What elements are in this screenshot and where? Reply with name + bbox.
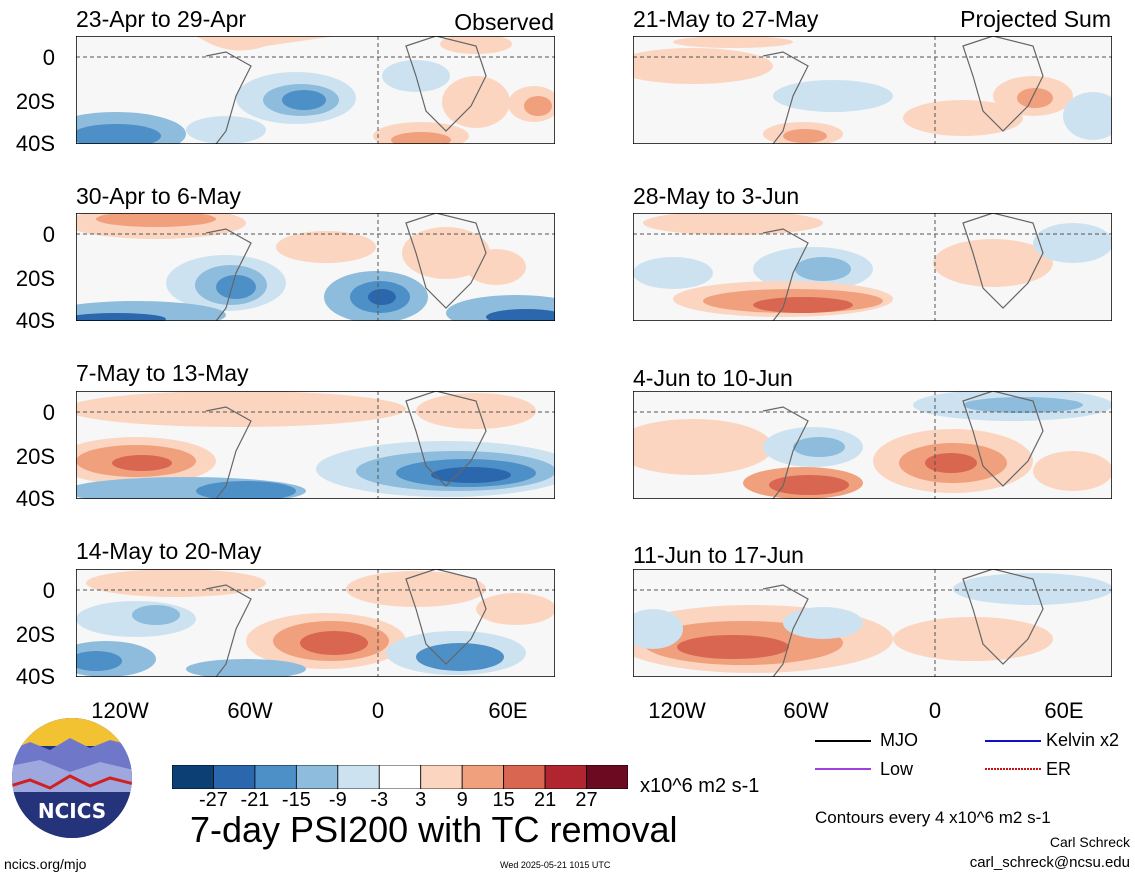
- x-label-60e-left: 60E: [488, 698, 528, 723]
- author-name: Carl Schreck: [1049, 834, 1130, 850]
- legend-line-er: [985, 768, 1041, 770]
- colorbar-swatch: [378, 765, 422, 789]
- legend-label-er: ER: [1046, 759, 1072, 779]
- colorbar-swatch: [213, 765, 256, 789]
- legend-label-low: Low: [880, 759, 914, 779]
- contour-note: Contours every 4 x10^6 m2 s-1: [815, 808, 1051, 827]
- y-label-40s-p3: 40S: [15, 486, 55, 511]
- colorbar-swatch: [337, 765, 380, 789]
- y-label-0-p1: 0: [42, 45, 55, 70]
- panel-title-8: 11-Jun to 17-Jun: [633, 542, 804, 568]
- colorbar-level-label: -15: [281, 789, 311, 811]
- x-label-60w-right: 60W: [783, 698, 829, 723]
- x-label-60e-right: 60E: [1044, 698, 1084, 723]
- y-label-20s-p2: 20S: [15, 266, 55, 291]
- ncics-logo: NCICS: [12, 718, 132, 838]
- colorbar-swatch: [544, 765, 587, 789]
- map-panel-5: [633, 36, 1112, 144]
- map-panel-1: [76, 36, 555, 144]
- legend-label-kelvin: Kelvin x2: [1046, 730, 1120, 750]
- colorbar-units: x10^6 m2 s-1: [640, 775, 760, 797]
- colorbar-swatch: [420, 765, 463, 789]
- legend-line-kelvin: [985, 740, 1041, 742]
- panel-title-7: 4-Jun to 10-Jun: [633, 365, 793, 391]
- y-label-40s-p2: 40S: [15, 308, 55, 333]
- x-label-120w-right: 120W: [648, 698, 706, 723]
- panel-title-5: 21-May to 27-May: [633, 6, 819, 32]
- panel-tag-projected: Projected Sum: [960, 6, 1111, 32]
- y-label-40s-p1: 40S: [15, 131, 55, 156]
- colorbar-level-label: -9: [328, 789, 347, 811]
- figure-title: 7-day PSI200 with TC removal: [190, 809, 678, 850]
- colorbar-level-label: 15: [492, 789, 515, 811]
- panel-title-2: 30-Apr to 6-May: [76, 183, 241, 209]
- panel-tag-observed: Observed: [454, 9, 554, 35]
- site-url: ncics.org/mjo: [4, 856, 87, 872]
- legend-line-low: [815, 768, 871, 770]
- colorbar-level-label: 27: [575, 789, 598, 811]
- map-panel-4: [76, 569, 555, 677]
- colorbar-swatch: [295, 765, 339, 789]
- legend-line-mjo: [815, 740, 871, 742]
- panel-title-4: 14-May to 20-May: [76, 538, 262, 564]
- y-label-0-p3: 0: [42, 400, 55, 425]
- colorbar-swatch: [586, 765, 628, 789]
- map-panel-3: [76, 391, 555, 499]
- map-panel-2: [76, 213, 555, 321]
- colorbar-level-label: 3: [415, 789, 427, 811]
- x-label-0-left: 0: [371, 698, 385, 723]
- panel-title-1: 23-Apr to 29-Apr: [76, 6, 247, 32]
- author-email: carl_schreck@ncsu.edu: [969, 854, 1130, 871]
- legend-label-mjo: MJO: [880, 730, 918, 750]
- x-label-60w-left: 60W: [227, 698, 273, 723]
- timestamp: Wed 2025-05-21 1015 UTC: [500, 860, 611, 870]
- colorbar-level-label: -21: [240, 789, 270, 811]
- panel-title-3: 7-May to 13-May: [76, 360, 249, 386]
- y-label-20s-p4: 20S: [15, 622, 55, 647]
- map-panel-7: [633, 391, 1112, 499]
- panel-title-6: 28-May to 3-Jun: [633, 183, 800, 209]
- map-panel-6: [633, 213, 1112, 321]
- y-label-20s-p1: 20S: [15, 89, 55, 114]
- logo-text: NCICS: [38, 799, 106, 823]
- colorbar-swatch: [503, 765, 546, 789]
- colorbar: [172, 765, 628, 789]
- x-label-0-right: 0: [928, 698, 942, 723]
- colorbar-swatch: [172, 765, 214, 789]
- x-label-120w-left: 120W: [91, 698, 149, 723]
- y-label-40s-p4: 40S: [15, 664, 55, 689]
- y-label-0-p4: 0: [42, 578, 55, 603]
- colorbar-level-label: 9: [456, 789, 468, 811]
- colorbar-swatch: [461, 765, 505, 789]
- y-label-0-p2: 0: [42, 222, 55, 247]
- colorbar-swatch: [254, 765, 297, 789]
- map-panel-8: [633, 569, 1112, 677]
- y-label-20s-p3: 20S: [15, 444, 55, 469]
- colorbar-level-label: 21: [533, 789, 557, 811]
- colorbar-level-label: -27: [199, 789, 228, 811]
- colorbar-level-label: -3: [370, 789, 389, 811]
